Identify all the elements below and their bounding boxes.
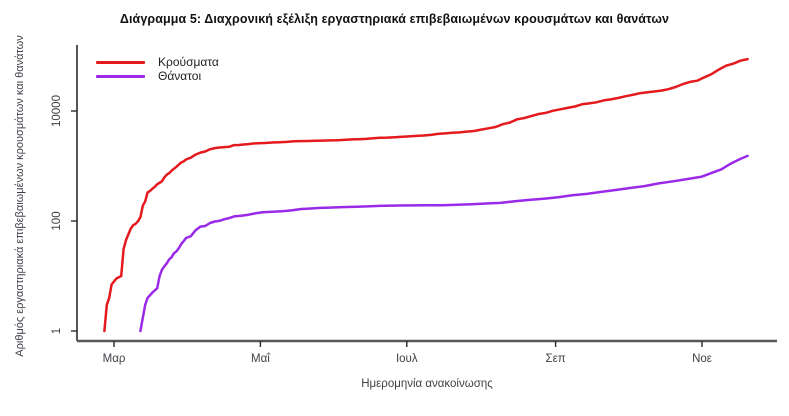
y-tick-label: 100 xyxy=(51,211,63,230)
legend-item-deaths: Θάνατοι xyxy=(96,69,219,83)
cases-line-swatch xyxy=(96,60,145,64)
legend-item-cases: Κρούσματα xyxy=(96,55,219,69)
x-axis-title: Ημερομηνία ανακοίνωσης xyxy=(361,378,493,390)
cases-line xyxy=(103,57,749,333)
x-tick-label: Νοε xyxy=(692,353,712,365)
y-tick-label: 1 xyxy=(51,328,63,334)
x-tick-label: Μαΐ xyxy=(251,353,271,365)
deaths-line-swatch xyxy=(96,74,145,78)
deaths-line xyxy=(139,154,749,333)
x-tick-label: Μαρ xyxy=(103,353,126,365)
x-tick-label: Ιουλ xyxy=(396,353,418,365)
legend-label-deaths: Θάνατοι xyxy=(158,69,202,83)
y-tick-label: 10000 xyxy=(51,95,63,127)
x-tick-label: Σεπ xyxy=(546,353,566,365)
legend-label-cases: Κρούσματα xyxy=(158,55,219,69)
chart-title: Διάγραμμα 5: Διαχρονική εξέλιξη εργαστηρ… xyxy=(119,12,670,26)
legend: Κρούσματα Θάνατοι xyxy=(96,55,219,83)
